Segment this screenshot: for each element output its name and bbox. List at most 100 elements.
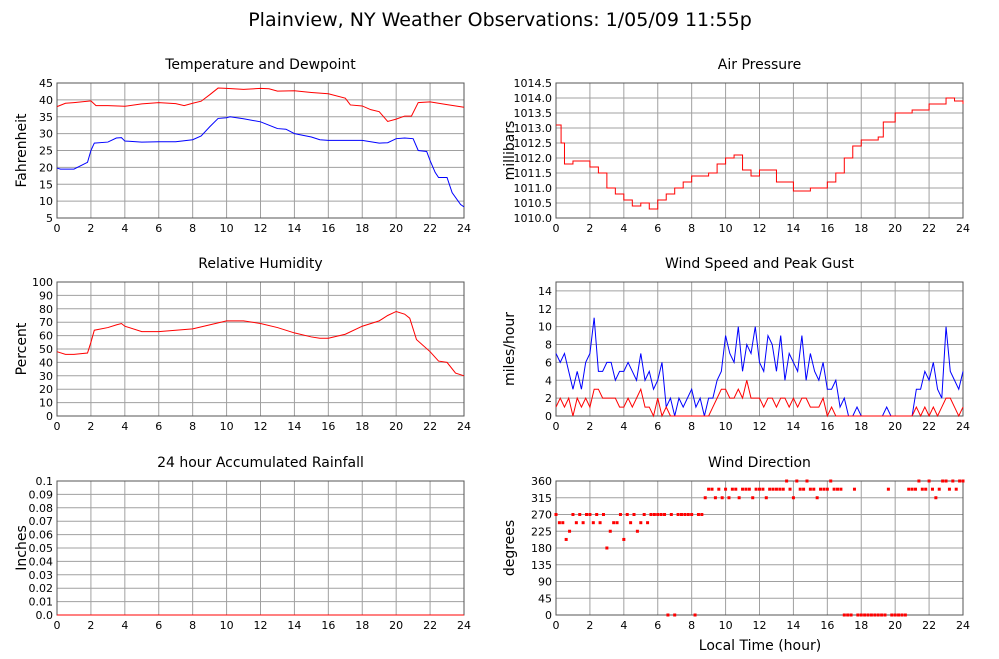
data-point: [734, 487, 738, 491]
y-tick-label: 80: [39, 303, 53, 316]
data-point: [927, 479, 931, 483]
data-point: [568, 529, 572, 533]
data-point: [876, 613, 880, 617]
data-point: [941, 479, 945, 483]
data-point: [954, 487, 958, 491]
data-point: [815, 496, 819, 500]
y-tick-label: 45: [39, 77, 53, 90]
data-point: [768, 487, 772, 491]
x-tick-label: 20: [888, 222, 902, 235]
x-tick-label: 0: [54, 619, 61, 632]
data-point: [591, 521, 595, 525]
chart-panels: 0 2 4 6 8 10 12 14 16 18 20 22 2451015202530354045Te…: [14, 57, 970, 632]
data-point: [652, 513, 656, 516]
y-tick-label: 315: [531, 492, 552, 505]
data-point: [747, 487, 751, 491]
x-tick-label: 4: [620, 420, 627, 433]
data-point: [930, 487, 934, 491]
x-tick-label: 24: [457, 619, 471, 632]
data-point: [883, 613, 887, 617]
y-tick-label: 12: [538, 303, 552, 316]
data-point: [598, 521, 602, 525]
x-tick-label: 8: [688, 420, 695, 433]
x-tick-label: 2: [87, 420, 94, 433]
y-tick-label: 50: [39, 343, 53, 356]
data-point: [859, 613, 863, 617]
data-point: [673, 613, 677, 617]
x-tick-label: 2: [87, 222, 94, 235]
y-tick-label: 1010.5: [514, 197, 553, 210]
y-tick-label: 270: [531, 509, 552, 522]
data-point: [557, 521, 561, 525]
x-tick-label: 14: [786, 222, 800, 235]
data-point: [646, 521, 650, 525]
data-point: [690, 513, 694, 516]
y-tick-label: 0.02: [29, 582, 54, 595]
y-tick-label: 1013.0: [514, 122, 553, 135]
data-point: [649, 513, 653, 516]
data-point: [615, 521, 619, 525]
data-point: [737, 496, 741, 500]
plot-frame: [555, 480, 964, 616]
data-point: [951, 479, 955, 483]
panel-title: Relative Humidity: [198, 256, 322, 272]
x-tick-label: 14: [287, 619, 301, 632]
data-point: [917, 479, 921, 483]
data-point: [863, 613, 867, 617]
x-axis-label: Local Time (hour): [699, 638, 821, 654]
y-tick-label: 45: [538, 592, 552, 605]
relative-humidity-line: [56, 310, 465, 377]
x-tick-label: 20: [389, 619, 403, 632]
y-tick-label: 2: [545, 392, 552, 405]
y-tick-label: 0.05: [29, 542, 54, 555]
x-tick-label: 16: [820, 619, 834, 632]
data-point: [900, 613, 904, 617]
data-point: [812, 487, 816, 491]
plot-frame: [56, 281, 465, 417]
x-tick-label: 16: [820, 222, 834, 235]
direction-panel: 0 2 4 6 8 10 12 14 16 18 20 22 240459013518022527031…: [502, 455, 970, 632]
x-tick-label: 10: [719, 619, 733, 632]
wind-speed-line: [555, 380, 964, 418]
x-tick-label: 4: [620, 619, 627, 632]
x-tick-label: 22: [423, 222, 437, 235]
y-axis-label: Inches: [14, 525, 30, 570]
y-tick-label: 40: [39, 94, 53, 107]
y-tick-label: 1014.5: [514, 77, 553, 90]
data-point: [846, 613, 850, 617]
y-tick-label: 1014.0: [514, 92, 553, 105]
data-point: [720, 496, 724, 500]
data-point: [822, 487, 826, 491]
x-tick-label: 8: [688, 222, 695, 235]
data-point: [961, 479, 965, 483]
x-tick-label: 14: [786, 619, 800, 632]
x-tick-label: 2: [586, 420, 593, 433]
x-tick-label: 22: [423, 420, 437, 433]
data-point: [774, 487, 778, 491]
y-tick-label: 25: [39, 145, 53, 158]
data-point: [785, 479, 789, 483]
data-point: [832, 487, 836, 491]
x-tick-label: 0: [54, 420, 61, 433]
y-tick-label: 0.04: [29, 555, 54, 568]
data-point: [914, 487, 918, 491]
data-point: [727, 496, 731, 500]
y-tick-label: 10: [39, 397, 53, 410]
y-tick-label: 90: [538, 576, 552, 589]
x-tick-label: 12: [254, 222, 268, 235]
x-tick-label: 12: [753, 420, 767, 433]
x-tick-label: 16: [321, 420, 335, 433]
y-tick-label: 8: [545, 339, 552, 352]
y-tick-label: 100: [32, 276, 53, 289]
rainfall-panel: 0 2 4 6 8 10 12 14 16 18 20 22 240.00.010.020.030.04…: [14, 455, 471, 632]
data-point: [588, 513, 592, 516]
data-point: [693, 613, 697, 617]
x-tick-label: 6: [155, 420, 162, 433]
data-point: [758, 487, 761, 491]
x-tick-label: 18: [854, 420, 868, 433]
x-tick-label: 6: [654, 420, 661, 433]
y-tick-label: 1010.0: [514, 212, 553, 225]
pressure-line: [556, 97, 964, 210]
y-axis-label: Percent: [14, 322, 30, 375]
